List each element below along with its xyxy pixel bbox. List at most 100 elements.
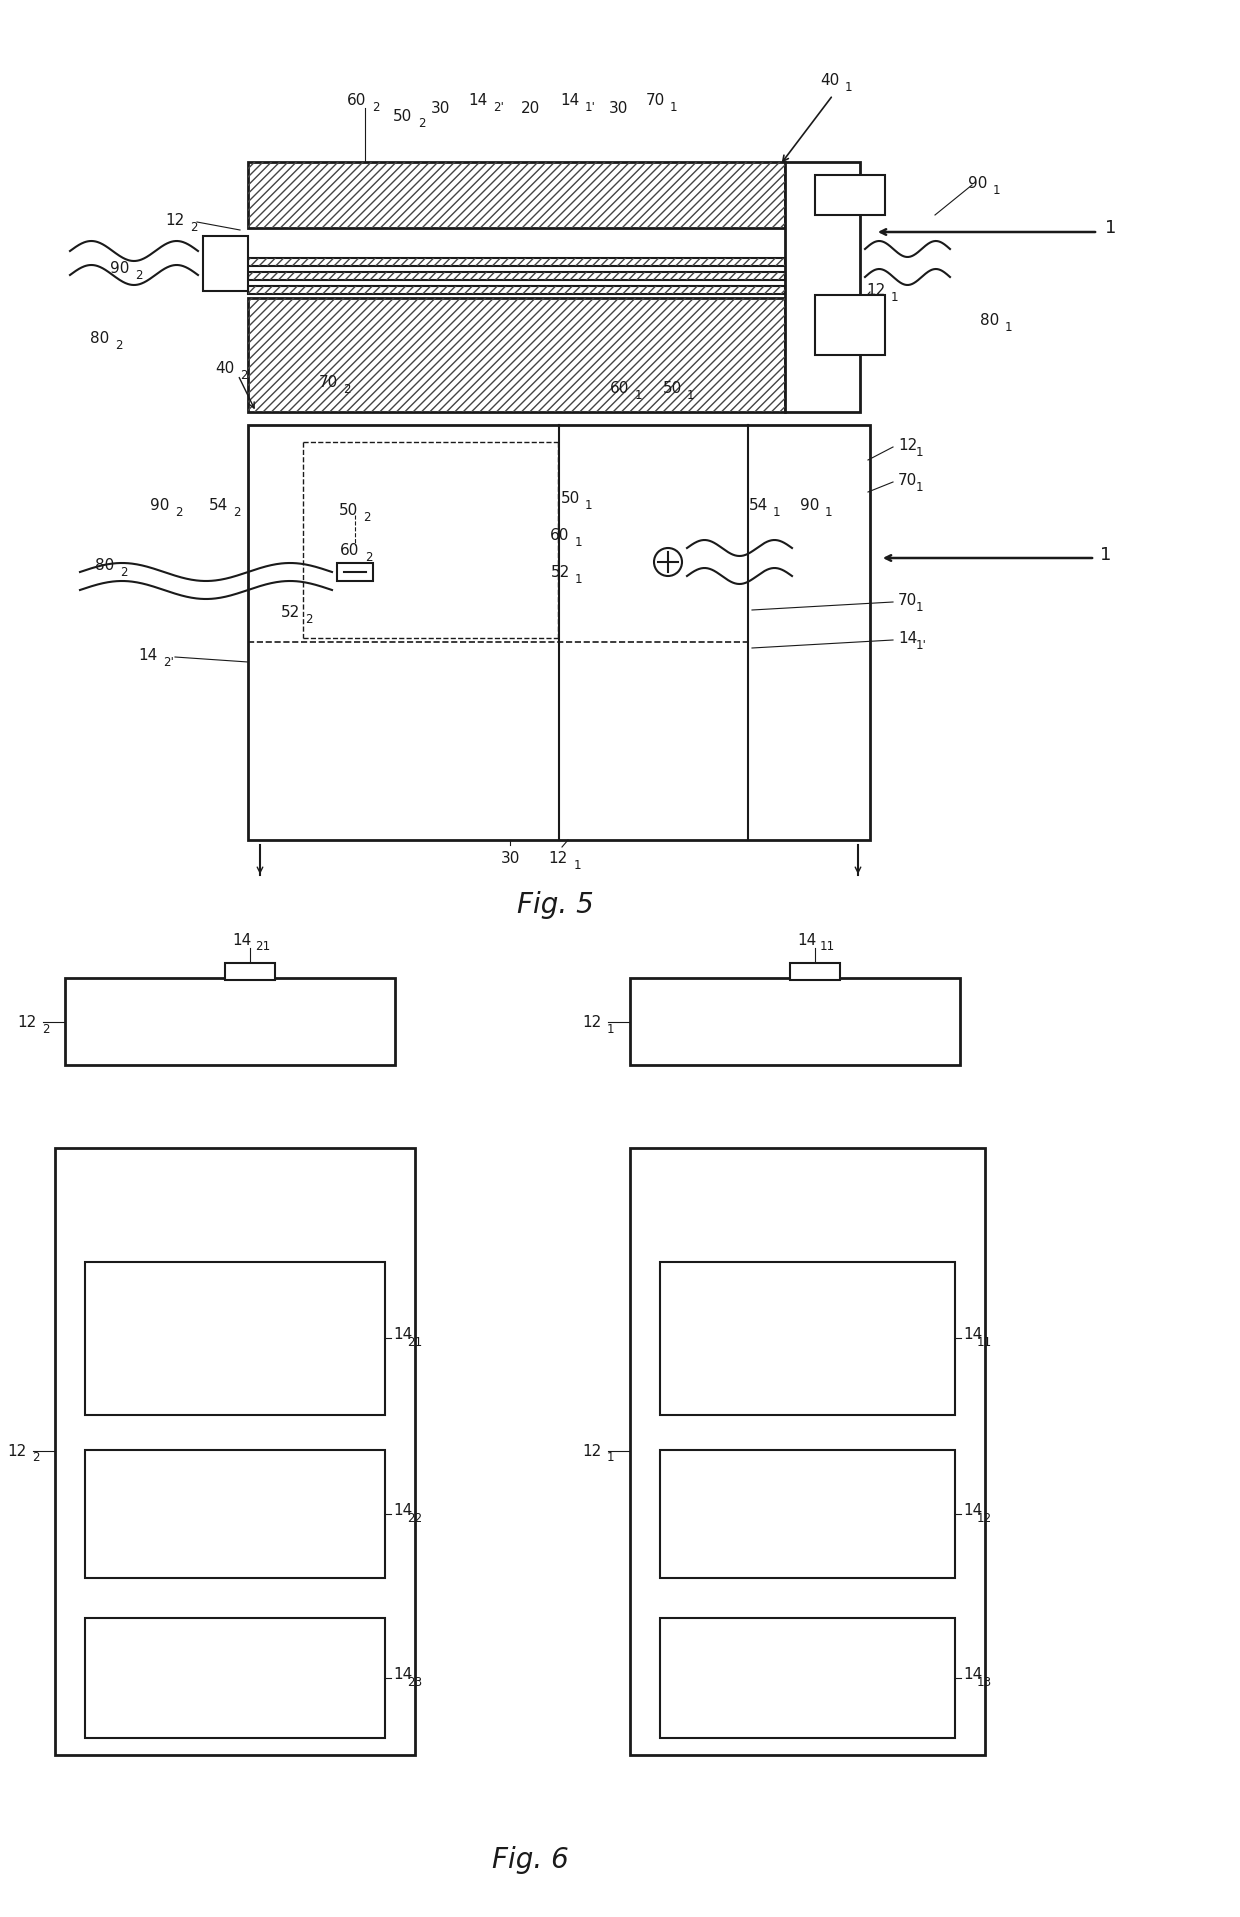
Text: 12: 12 <box>583 1014 601 1029</box>
Bar <box>660 1261 955 1415</box>
Text: 90: 90 <box>110 261 130 276</box>
Text: 1: 1 <box>1100 546 1111 564</box>
Text: 23: 23 <box>407 1675 423 1689</box>
Bar <box>248 272 785 280</box>
Text: Fig. 6: Fig. 6 <box>491 1846 568 1875</box>
Text: Fig. 5: Fig. 5 <box>517 891 594 918</box>
Bar <box>815 295 885 355</box>
Text: 2': 2' <box>162 656 174 669</box>
Text: 40: 40 <box>216 360 234 376</box>
Text: 90: 90 <box>968 176 988 190</box>
Bar <box>248 259 785 266</box>
Text: 12: 12 <box>7 1444 26 1459</box>
Text: 1: 1 <box>825 506 832 518</box>
Text: 40: 40 <box>821 73 839 88</box>
Bar <box>86 1261 384 1415</box>
Bar <box>630 978 960 1066</box>
Bar <box>248 272 785 280</box>
Text: 11: 11 <box>820 939 836 953</box>
Text: 2: 2 <box>363 510 371 523</box>
Text: 70: 70 <box>898 472 918 487</box>
Text: 30: 30 <box>430 100 450 115</box>
Text: 1: 1 <box>773 506 781 518</box>
Text: 1: 1 <box>1105 219 1116 238</box>
Text: 90: 90 <box>150 498 170 512</box>
Text: 60: 60 <box>347 92 367 107</box>
Text: 12: 12 <box>548 851 568 865</box>
Text: 1: 1 <box>608 1451 615 1463</box>
Text: 14: 14 <box>232 932 252 947</box>
Text: 1: 1 <box>687 389 694 401</box>
Text: 80: 80 <box>981 312 999 328</box>
Text: 60: 60 <box>551 527 569 543</box>
Text: 2: 2 <box>418 117 425 130</box>
Text: 14: 14 <box>393 1327 412 1342</box>
Text: 14: 14 <box>393 1503 412 1518</box>
Text: 1: 1 <box>1004 320 1013 334</box>
Text: 52: 52 <box>551 564 569 579</box>
Text: 12: 12 <box>898 437 918 452</box>
Bar <box>248 286 785 293</box>
Bar <box>785 163 861 412</box>
Text: 2: 2 <box>305 613 312 625</box>
Text: 1: 1 <box>585 498 593 512</box>
Text: 1: 1 <box>574 859 582 872</box>
Text: 1': 1' <box>916 638 926 652</box>
Text: 2: 2 <box>175 506 182 518</box>
Text: 1: 1 <box>575 573 583 585</box>
Text: 20: 20 <box>521 100 539 115</box>
Text: 14: 14 <box>898 631 918 646</box>
Bar <box>203 236 248 291</box>
Text: 50: 50 <box>560 491 579 506</box>
Text: 2: 2 <box>42 1022 50 1035</box>
Text: 2: 2 <box>135 268 143 282</box>
Text: 1: 1 <box>916 481 924 493</box>
Bar <box>224 962 275 980</box>
Text: 50: 50 <box>393 109 413 123</box>
Text: 50: 50 <box>662 380 682 395</box>
Text: 1: 1 <box>608 1022 615 1035</box>
Bar <box>248 426 870 840</box>
Text: 30: 30 <box>609 100 627 115</box>
Bar <box>790 962 839 980</box>
Bar <box>86 1618 384 1739</box>
Bar <box>337 564 373 581</box>
Text: 21: 21 <box>255 939 270 953</box>
Text: 21: 21 <box>407 1336 423 1348</box>
Bar <box>248 297 785 412</box>
Bar <box>248 163 785 228</box>
Bar <box>248 297 785 412</box>
Text: 2: 2 <box>190 220 197 234</box>
Text: 14: 14 <box>963 1327 982 1342</box>
Bar <box>815 174 885 215</box>
Bar <box>248 286 785 293</box>
Bar <box>64 978 396 1066</box>
Bar <box>248 259 785 266</box>
Text: 2: 2 <box>115 339 123 351</box>
Text: 12: 12 <box>977 1511 992 1524</box>
Bar <box>660 1449 955 1578</box>
Bar <box>86 1449 384 1578</box>
Bar <box>630 1148 985 1754</box>
Text: 2: 2 <box>241 368 248 381</box>
Text: 12: 12 <box>165 213 185 228</box>
Text: 12: 12 <box>17 1014 37 1029</box>
Text: 12: 12 <box>867 282 885 297</box>
Text: 2: 2 <box>120 566 128 579</box>
Text: 52: 52 <box>280 604 300 619</box>
Bar <box>248 163 785 228</box>
Text: 60: 60 <box>610 380 630 395</box>
Text: 1: 1 <box>844 81 853 94</box>
Text: 1: 1 <box>993 184 1001 197</box>
Text: 2': 2' <box>494 100 503 113</box>
Text: 70: 70 <box>645 92 665 107</box>
Text: 22: 22 <box>407 1511 423 1524</box>
Text: 14: 14 <box>469 92 487 107</box>
Text: 1: 1 <box>916 445 924 458</box>
Text: 1: 1 <box>635 389 642 401</box>
Text: 1: 1 <box>892 291 899 303</box>
Text: 60: 60 <box>340 543 360 558</box>
Text: 13: 13 <box>977 1675 992 1689</box>
Text: 90: 90 <box>800 498 820 512</box>
Text: 14: 14 <box>560 92 579 107</box>
